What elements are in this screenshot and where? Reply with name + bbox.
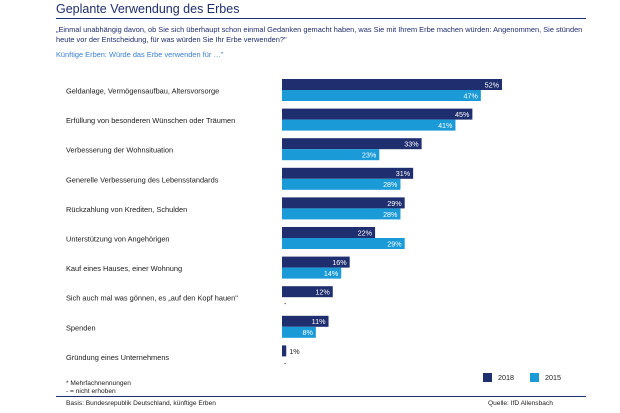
chart-subtitle: Künftige Erben: Würde das Erbe verwenden… [56, 50, 224, 59]
data-label-2018: 11% [312, 317, 326, 326]
bar-2015 [282, 90, 481, 101]
missing-value-marker: - [284, 301, 287, 308]
category-label: Erfüllung von besonderen Wünschen oder T… [66, 116, 235, 125]
data-label-2015: 41% [438, 121, 453, 130]
legend-swatch-2015 [530, 373, 539, 382]
bottom-divider [56, 396, 586, 397]
footnote-not-surveyed: - = nicht erhoben [66, 388, 116, 395]
bar-2018 [282, 315, 329, 327]
bar-2015 [282, 208, 401, 220]
bar-2015 [282, 326, 316, 338]
chart-title: Geplante Verwendung des Erbes [56, 2, 240, 16]
bar-2018 [282, 167, 414, 179]
bar-2015 [282, 267, 342, 279]
bar-2018 [282, 108, 473, 120]
data-label-2015: 28% [383, 180, 398, 189]
bar-2018 [282, 138, 422, 150]
data-label-2018: 16% [332, 258, 347, 267]
basis-note: Basis: Bundesrepublik Deutschland, künft… [66, 400, 216, 407]
bar-2015 [282, 119, 456, 131]
category-label: Spenden [66, 323, 96, 332]
category-label: Geldanlage, Vermögensaufbau, Altersvorso… [66, 87, 219, 96]
data-label-2018: 22% [358, 228, 373, 237]
bar-2018 [282, 256, 350, 268]
legend-item-2015: 2015 [530, 373, 561, 382]
data-label-2015: 8% [302, 328, 313, 337]
category-label: Sich auch mal was gönnen, es „auf den Ko… [66, 294, 238, 303]
category-label: Verbesserung der Wohnsituation [66, 146, 173, 155]
survey-question: „Einmal unabhängig davon, ob Sie sich üb… [56, 25, 583, 44]
bar-2018 [282, 286, 333, 298]
bar-2018 [282, 227, 376, 238]
data-label-2015: 28% [383, 210, 398, 219]
bar-2018 [282, 345, 287, 357]
data-label-2018: 52% [485, 80, 500, 89]
data-label-2015: 14% [324, 269, 339, 278]
data-label-2015: 23% [362, 151, 377, 160]
data-label-2018: 31% [396, 169, 411, 178]
bar-2015 [282, 238, 405, 249]
data-label-2015: 47% [463, 91, 478, 100]
bar-2018 [282, 197, 405, 209]
legend-label-2018: 2018 [498, 373, 514, 382]
footnote-multiple: * Mehrfachnennungen [66, 380, 131, 387]
category-label: Gründung eines Unternehmens [66, 353, 169, 362]
data-label-2018: 45% [455, 110, 470, 119]
data-label-2015: 29% [387, 239, 402, 248]
bar-2015 [282, 149, 380, 161]
category-label: Unterstützung von Angehörigen [66, 235, 170, 244]
category-label: Rückzahlung von Krediten, Schulden [66, 205, 187, 214]
data-label-2018: 33% [404, 140, 419, 149]
title-divider [56, 18, 586, 19]
category-label: Kauf eines Hauses, einer Wohnung [66, 264, 182, 273]
source-note: Quelle: IfD Allensbach [488, 400, 553, 407]
data-label-2018: 12% [315, 288, 330, 297]
legend-swatch-2018 [483, 373, 492, 382]
bar-2018 [282, 79, 502, 90]
data-label-2018: 1% [289, 347, 300, 356]
legend-item-2018: 2018 [483, 373, 514, 382]
missing-value-marker: - [284, 360, 287, 367]
category-label: Generelle Verbesserung des Lebensstandar… [66, 175, 219, 184]
data-label-2018: 29% [387, 199, 402, 208]
bar-2015 [282, 178, 401, 190]
legend-label-2015: 2015 [545, 373, 561, 382]
